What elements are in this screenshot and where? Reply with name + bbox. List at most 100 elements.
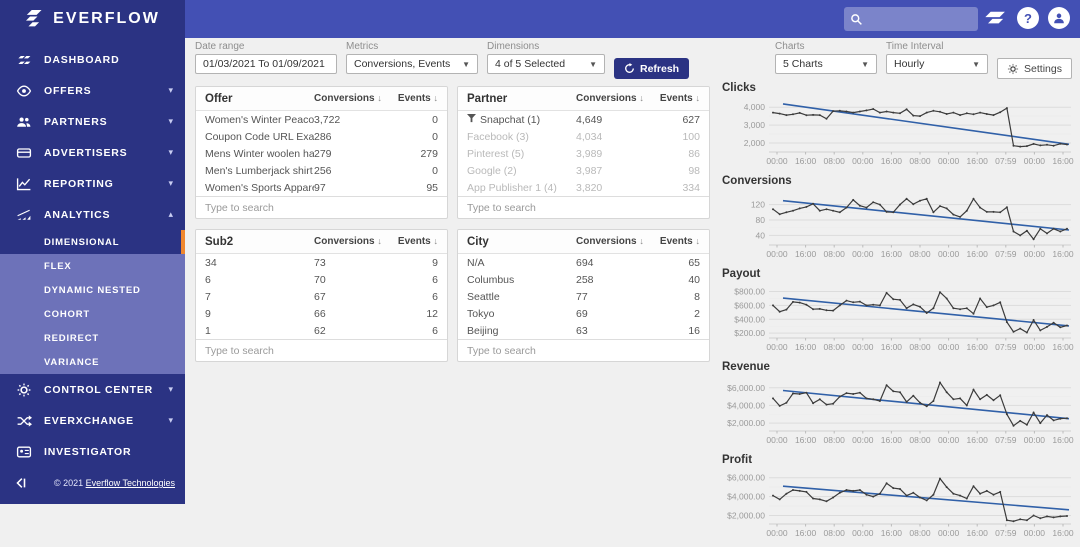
table-row[interactable]: 34 73 9 <box>196 254 447 271</box>
charts-panel: Clicks 4,000 3,000 2,000 00:00 16:00 08:00 00:0… <box>722 82 1074 547</box>
column-header-conversions[interactable]: Conversions ↓ <box>314 236 382 247</box>
table-row[interactable]: Women's Winter Peacoat 2020 (1)3,722 0 <box>196 111 447 128</box>
row-name: Pinterest (5) <box>467 147 525 160</box>
svg-text:08:00: 08:00 <box>824 156 846 166</box>
account-icon[interactable] <box>1048 7 1070 29</box>
svg-text:08:00: 08:00 <box>909 528 931 538</box>
column-header-conversions[interactable]: Conversions ↓ <box>576 236 644 247</box>
table-row[interactable]: 6 70 6 <box>196 271 447 288</box>
svg-text:16:00: 16:00 <box>881 249 903 259</box>
table-row[interactable]: Women's Sports Apparel - USA...97 95 <box>196 180 447 196</box>
card-header-city: City Conversions ↓ Events ↓ <box>458 230 709 254</box>
sidebar-item-control-center[interactable]: CONTROL CENTER ▾ <box>0 374 185 405</box>
time-interval-dropdown[interactable]: Hourly ▼ <box>886 54 989 74</box>
refresh-button[interactable]: Refresh <box>614 58 690 79</box>
everflow-technologies-link[interactable]: Everflow Technologies <box>85 478 175 488</box>
sidebar-item-dashboard[interactable]: DASHBOARD <box>0 44 185 75</box>
sidebar-nav: DASHBOARD OFFERS ▾ PARTNERS ▾ ADVERTISERS ▾ REP… <box>0 38 185 470</box>
table-row[interactable]: Seattle 77 8 <box>458 288 709 305</box>
type-to-search-input[interactable] <box>196 344 447 357</box>
type-to-search-input[interactable] <box>458 201 709 214</box>
table-row[interactable]: 9 66 12 <box>196 306 447 323</box>
sidebar-item-label: INVESTIGATOR <box>44 445 132 458</box>
sidebar-item-partners[interactable]: PARTNERS ▾ <box>0 106 185 137</box>
row-conversions: 4,034 <box>576 130 603 143</box>
submenu-item-cohort[interactable]: COHORT <box>0 302 185 326</box>
svg-text:$6,000.00: $6,000.00 <box>727 383 765 393</box>
row-conversions: 256 <box>314 165 332 178</box>
analytics-icon <box>16 207 32 223</box>
sidebar-item-advertisers[interactable]: ADVERTISERS ▾ <box>0 137 185 168</box>
sidebar-item-analytics[interactable]: ANALYTICS ▴ <box>0 199 185 230</box>
svg-text:$4,000.00: $4,000.00 <box>727 492 765 502</box>
column-header-conversions[interactable]: Conversions ↓ <box>314 93 382 104</box>
sidebar-item-everxchange[interactable]: EVERXCHANGE ▾ <box>0 405 185 436</box>
svg-text:$600.00: $600.00 <box>734 300 765 310</box>
row-name: Seattle <box>467 290 500 303</box>
svg-text:00:00: 00:00 <box>938 528 960 538</box>
table-row[interactable]: 1 62 6 <box>196 323 447 339</box>
submenu-item-dimensional[interactable]: DIMENSIONAL <box>0 230 185 254</box>
card-search <box>458 339 709 361</box>
dimensions-dropdown[interactable]: 4 of 5 Selected ▼ <box>487 54 605 74</box>
table-row[interactable]: N/A 694 65 <box>458 254 709 271</box>
submenu-item-redirect[interactable]: REDIRECT <box>0 326 185 350</box>
table-row[interactable]: Beijing 63 16 <box>458 323 709 339</box>
collapse-sidebar-icon[interactable] <box>14 476 28 490</box>
card-title: City <box>467 235 489 248</box>
global-search[interactable] <box>844 7 1023 31</box>
column-header-events[interactable]: Events ↓ <box>659 93 700 104</box>
row-events: 16 <box>688 325 700 338</box>
date-range-input[interactable]: 01/03/2021 To 01/09/2021 <box>195 54 337 74</box>
column-header-events[interactable]: Events ↓ <box>397 236 438 247</box>
charts-dropdown[interactable]: 5 Charts ▼ <box>775 54 878 74</box>
search-input[interactable] <box>868 12 1023 26</box>
chart-title: Payout <box>722 268 761 280</box>
svg-text:08:00: 08:00 <box>909 435 931 445</box>
table-row[interactable]: Coupon Code URL Example to ...286 0 <box>196 128 447 145</box>
table-row[interactable]: Facebook (3) 4,034 100 <box>458 128 709 145</box>
charts-field: Charts 5 Charts ▼ <box>775 41 878 74</box>
type-to-search-input[interactable] <box>196 201 447 214</box>
table-row[interactable]: Pinterest (5) 3,989 86 <box>458 145 709 162</box>
chart-revenue: Revenue $6,000.00 $4,000.00 $2,000.00 00:00 1… <box>722 361 1074 451</box>
svg-text:16:00: 16:00 <box>881 435 903 445</box>
messages-icon[interactable] <box>984 7 1008 29</box>
everflow-logo-icon <box>26 10 42 27</box>
table-row[interactable]: 7 67 6 <box>196 288 447 305</box>
row-name: Beijing <box>467 325 499 338</box>
help-icon[interactable]: ? <box>1017 7 1039 29</box>
settings-button[interactable]: Settings <box>997 58 1072 79</box>
sidebar-item-investigator[interactable]: INVESTIGATOR <box>0 436 185 467</box>
table-row[interactable]: Columbus 258 40 <box>458 271 709 288</box>
table-row[interactable]: Google (2) 3,987 98 <box>458 163 709 180</box>
row-conversions: 66 <box>314 308 326 321</box>
submenu-item-variance[interactable]: VARIANCE <box>0 350 185 374</box>
date-range-label: Date range <box>195 41 245 52</box>
svg-text:16:00: 16:00 <box>795 342 817 352</box>
row-name: 6 <box>205 273 211 286</box>
offers-icon <box>16 83 32 99</box>
copyright-prefix: © 2021 <box>53 478 84 488</box>
table-row[interactable]: App Publisher 1 (4) 3,820 334 <box>458 180 709 196</box>
table-row[interactable]: Men's Lumberjack shirt 2019 (4)256 0 <box>196 163 447 180</box>
submenu-item-dynamic-nested[interactable]: DYNAMIC NESTED <box>0 278 185 302</box>
column-header-conversions[interactable]: Conversions ↓ <box>576 93 644 104</box>
submenu-item-flex[interactable]: FLEX <box>0 254 185 278</box>
sort-desc-icon: ↓ <box>639 93 644 103</box>
row-events: 12 <box>426 308 438 321</box>
type-to-search-input[interactable] <box>458 344 709 357</box>
card-sub2: Sub2 Conversions ↓ Events ↓ 34 73 9 6 70 6 7 67 6 9 6… <box>195 229 448 362</box>
logo[interactable]: EVERFLOW <box>0 0 185 38</box>
column-header-events[interactable]: Events ↓ <box>397 93 438 104</box>
metrics-dropdown[interactable]: Conversions, Events ▼ <box>346 54 478 74</box>
sidebar-item-reporting[interactable]: REPORTING ▾ <box>0 168 185 199</box>
topbar: ? <box>185 0 1080 38</box>
row-events: 0 <box>432 130 438 143</box>
table-row[interactable]: Tokyo 69 2 <box>458 306 709 323</box>
column-header-events[interactable]: Events ↓ <box>659 236 700 247</box>
sidebar-item-offers[interactable]: OFFERS ▾ <box>0 75 185 106</box>
table-row[interactable]: Snapchat (1) 4,649 627 <box>458 111 709 128</box>
card-header-offer: Offer Conversions ↓ Events ↓ <box>196 87 447 111</box>
